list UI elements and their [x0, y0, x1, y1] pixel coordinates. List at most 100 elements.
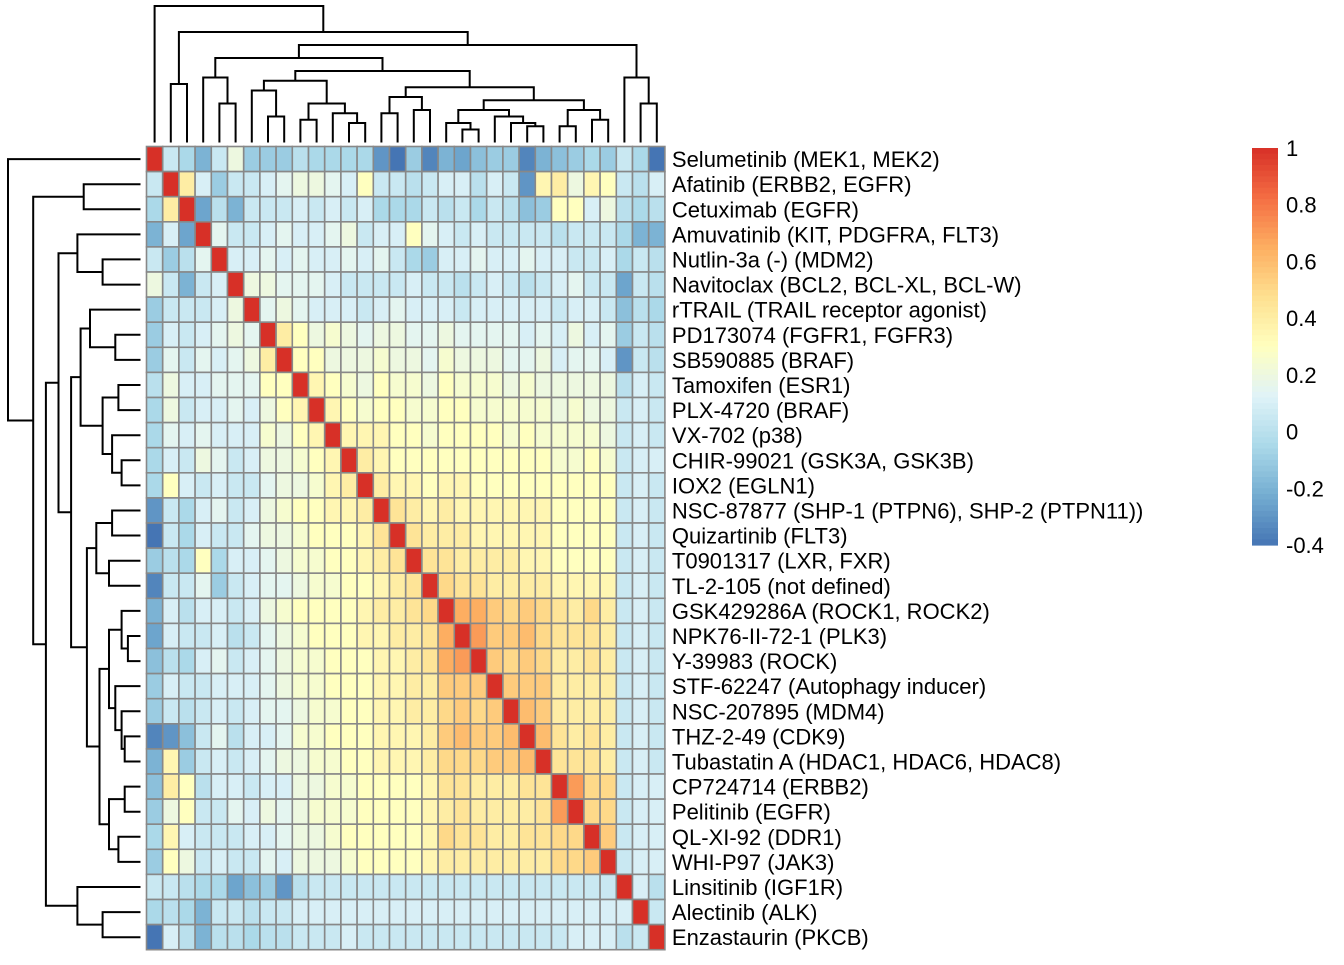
row-dendrogram-branch — [123, 735, 141, 763]
heatmap-cell — [161, 697, 180, 725]
heatmap-cell — [145, 697, 164, 725]
heatmap-cell — [615, 597, 634, 625]
heatmap-cell — [291, 522, 310, 549]
heatmap-cell — [323, 271, 342, 298]
heatmap-cell — [469, 597, 488, 625]
column-dendrogram-branch — [331, 112, 359, 143]
heatmap-cell — [323, 145, 342, 173]
heatmap-cell — [356, 446, 375, 474]
heatmap-cell — [259, 396, 277, 424]
row-dendrogram-branch — [108, 559, 141, 587]
heatmap-cell — [550, 898, 569, 926]
row-dendrogram-branch — [120, 609, 141, 650]
heatmap-cell — [145, 446, 164, 474]
heatmap-cell — [518, 296, 537, 324]
heatmap-cell — [194, 296, 213, 324]
heatmap-cell — [566, 221, 585, 248]
heatmap-cell — [599, 672, 618, 700]
heatmap-cell — [356, 898, 375, 926]
heatmap-cell — [421, 246, 439, 273]
heatmap-cell — [437, 898, 456, 926]
heatmap-cell — [194, 748, 213, 775]
row-label: PD173074 (FGFR1, FGFR3) — [672, 323, 953, 348]
heatmap-cell — [583, 823, 601, 851]
heatmap-cell — [583, 170, 601, 198]
heatmap-cell — [453, 170, 472, 198]
row-label: WHI-P97 (JAK3) — [672, 850, 835, 875]
heatmap-cell — [372, 898, 391, 926]
heatmap-cell — [161, 547, 180, 574]
heatmap-cell — [307, 697, 326, 725]
heatmap-cell — [631, 195, 650, 223]
color-legend-swatch — [1252, 493, 1278, 501]
row-dendrogram-branch — [101, 258, 141, 286]
heatmap-cell — [421, 697, 439, 725]
heatmap-cell — [502, 271, 520, 298]
heatmap-cell — [323, 446, 342, 474]
heatmap-cell — [534, 246, 553, 273]
heatmap-cell — [340, 697, 358, 725]
heatmap-cell — [485, 471, 504, 499]
color-legend-swatch — [1252, 289, 1278, 297]
heatmap-cell — [178, 271, 196, 298]
heatmap-cell — [178, 572, 196, 600]
heatmap-cell — [340, 195, 358, 223]
heatmap-cell — [615, 371, 634, 399]
heatmap-cell — [534, 471, 553, 499]
heatmap-cell — [647, 446, 666, 474]
row-label: PLX-4720 (BRAF) — [672, 398, 849, 423]
heatmap-cell — [161, 898, 180, 926]
heatmap-cell — [388, 748, 407, 775]
heatmap-cell — [388, 697, 407, 725]
heatmap-cell — [518, 396, 537, 424]
heatmap-cell — [388, 647, 407, 675]
heatmap-cell — [259, 522, 277, 549]
heatmap-cell — [242, 170, 261, 198]
heatmap-cell — [437, 597, 456, 625]
color-legend-swatch — [1252, 187, 1278, 194]
column-dendrogram-branch — [412, 109, 431, 143]
heatmap-cell — [550, 296, 569, 324]
heatmap-cell — [615, 647, 634, 675]
heatmap-cell — [275, 898, 294, 926]
heatmap-cell — [437, 221, 456, 248]
heatmap-cell — [194, 873, 213, 901]
heatmap-cell — [178, 170, 196, 198]
heatmap-cell — [485, 697, 504, 725]
heatmap-cell — [242, 848, 261, 876]
heatmap-cell — [615, 923, 634, 951]
heatmap-cell — [437, 647, 456, 675]
heatmap-cell — [404, 371, 423, 399]
heatmap-cell — [518, 798, 537, 825]
heatmap-cell — [518, 321, 537, 349]
heatmap-cell — [275, 221, 294, 248]
heatmap-cell — [145, 522, 164, 549]
heatmap-cell — [145, 371, 164, 399]
heatmap-cell — [388, 396, 407, 424]
heatmap-cell — [145, 346, 164, 374]
heatmap-cell — [161, 221, 180, 248]
row-dendrogram-branch — [126, 635, 141, 663]
row-label: Selumetinib (MEK1, MEK2) — [672, 147, 940, 172]
color-legend-swatch — [1252, 250, 1278, 257]
heatmap-cell — [145, 873, 164, 901]
row-dendrogram-branch — [82, 183, 141, 211]
heatmap-cell — [502, 773, 520, 800]
heatmap-cell — [145, 773, 164, 800]
heatmap-cell — [178, 798, 196, 825]
row-label: Tamoxifen (ESR1) — [672, 373, 851, 398]
heatmap-cell — [194, 221, 213, 248]
heatmap-cell — [307, 547, 326, 574]
heatmap-cell — [340, 597, 358, 625]
row-dendrogram-branch — [117, 384, 141, 412]
heatmap-cell — [615, 722, 634, 750]
heatmap-cell — [502, 522, 520, 549]
heatmap-cell — [566, 547, 585, 574]
heatmap-cell — [323, 848, 342, 876]
heatmap-cell — [437, 471, 456, 499]
heatmap-cell — [469, 170, 488, 198]
heatmap-cell — [566, 170, 585, 198]
heatmap-cell — [453, 221, 472, 248]
heatmap-cell — [453, 672, 472, 700]
